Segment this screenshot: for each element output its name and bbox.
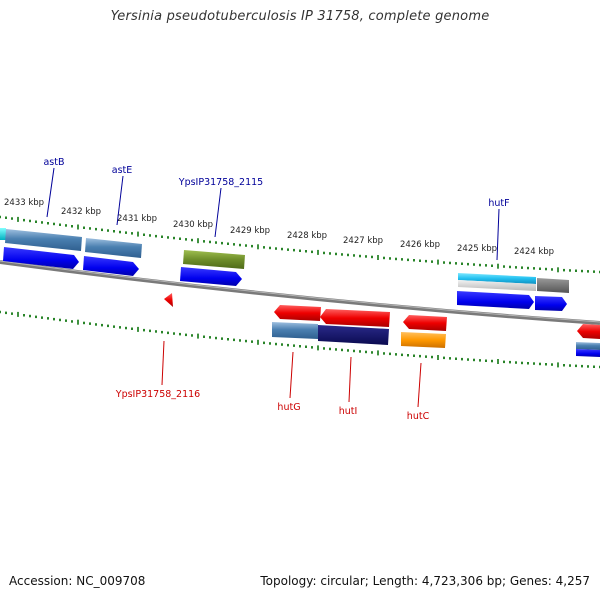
kbp-label: 2430 kbp xyxy=(173,220,213,230)
kbp-label: 2433 kbp xyxy=(4,198,44,208)
gene-arrow-hutC[interactable] xyxy=(403,315,447,331)
reverse-strand-features xyxy=(164,293,600,357)
gene-arrow-hutI[interactable] xyxy=(320,309,390,327)
leader-line xyxy=(348,356,352,403)
kbp-label: 2425 kbp xyxy=(457,244,497,254)
leader-line xyxy=(496,208,500,261)
gene-label-hutC[interactable]: hutC xyxy=(407,411,430,422)
leader-line xyxy=(161,340,165,386)
map-title: Yersinia pseudotuberculosis IP 31758, co… xyxy=(110,9,490,24)
forward-strand-features xyxy=(0,228,569,311)
gene-label-ypsip31758-2116[interactable]: YpsIP31758_2116 xyxy=(115,389,200,400)
bottom-tick-row xyxy=(0,310,600,369)
kbp-label: 2426 kbp xyxy=(400,240,440,250)
gene-label-astE[interactable]: astE xyxy=(112,165,133,176)
gene-arrow-ypsip31758-2116[interactable] xyxy=(164,293,173,307)
cds-arrow[interactable] xyxy=(180,267,242,286)
cds-arrow[interactable] xyxy=(3,247,79,269)
gene-arrow-astE[interactable] xyxy=(85,238,142,258)
gene-arrow-ypsip31758-2115[interactable] xyxy=(183,250,245,269)
gene-arrow-hutF[interactable] xyxy=(458,273,536,284)
genome-backbone-highlight xyxy=(0,260,600,323)
gene-arrow-hutG[interactable] xyxy=(272,322,318,339)
gene-label-hutG[interactable]: hutG xyxy=(277,402,300,413)
kbp-label: 2432 kbp xyxy=(61,207,101,217)
label-leaders xyxy=(46,167,500,408)
leader-line xyxy=(46,167,55,218)
accession-value: NC_009708 xyxy=(76,574,146,588)
gene-label-hutF[interactable]: hutF xyxy=(488,198,509,209)
kbp-scale: 2433 kbp 2432 kbp 2431 kbp 2430 kbp 2429… xyxy=(4,198,554,257)
kbp-label: 2424 kbp xyxy=(514,247,554,257)
top-tick-row xyxy=(0,215,600,274)
kbp-label: 2428 kbp xyxy=(287,231,327,241)
gene-arrow-hutC[interactable] xyxy=(401,332,446,348)
leader-line xyxy=(214,187,222,238)
accession-info: Accession: NC_009708 xyxy=(9,574,145,588)
gene-labels: astB astE YpsIP31758_2115 hutF YpsIP3175… xyxy=(43,157,509,422)
gene-arrow-astB[interactable] xyxy=(5,229,82,251)
genome-summary: Topology: circular; Length: 4,723,306 bp… xyxy=(260,574,590,588)
leader-line xyxy=(289,351,294,399)
gene-label-astB[interactable]: astB xyxy=(43,157,64,168)
cds-arrow[interactable] xyxy=(83,256,139,276)
kbp-label: 2427 kbp xyxy=(343,236,383,246)
accession-label: Accession: xyxy=(9,574,73,588)
leader-line xyxy=(116,175,124,226)
kbp-label: 2431 kbp xyxy=(117,214,157,224)
gene-arrow[interactable] xyxy=(0,228,6,240)
cds-arrow[interactable] xyxy=(535,296,567,311)
gene-arrow[interactable] xyxy=(537,278,569,293)
cds-arrow[interactable] xyxy=(457,291,534,309)
gene-label-hutI[interactable]: hutI xyxy=(339,406,358,417)
gene-arrow-hutG[interactable] xyxy=(274,305,321,321)
genome-backbone xyxy=(0,260,600,325)
cds-arrow[interactable] xyxy=(576,349,600,357)
gene-arrow-hutI[interactable] xyxy=(318,325,389,345)
gene-label-ypsip31758-2115[interactable]: YpsIP31758_2115 xyxy=(178,177,263,188)
gene-arrow[interactable] xyxy=(576,342,600,350)
leader-line xyxy=(417,362,422,408)
gene-arrow[interactable] xyxy=(577,324,600,339)
gene-arrow-hutF[interactable] xyxy=(458,280,536,291)
kbp-label: 2429 kbp xyxy=(230,226,270,236)
